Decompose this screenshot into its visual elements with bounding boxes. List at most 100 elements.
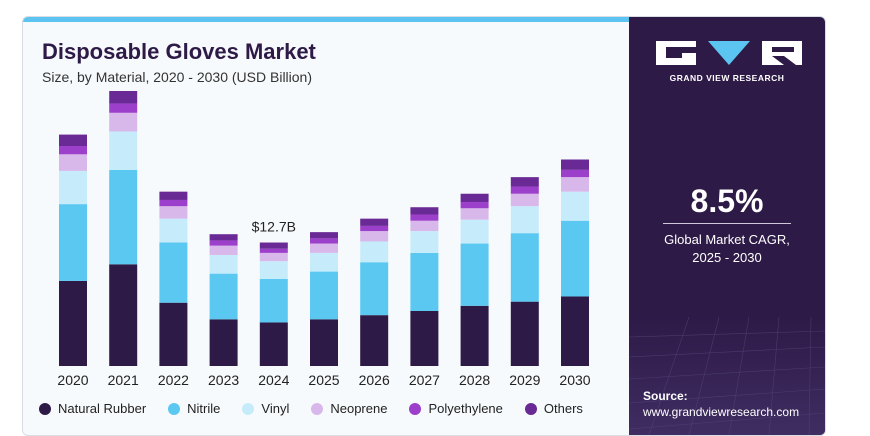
bar-segment <box>460 202 489 209</box>
bar-segment <box>259 322 288 366</box>
x-tick-label: 2029 <box>509 372 540 388</box>
bar-segment <box>59 134 87 146</box>
legend-item: Natural Rubber <box>39 401 146 416</box>
x-tick-label: 2024 <box>258 372 289 388</box>
bar-segment <box>510 177 539 187</box>
legend-swatch <box>242 402 255 415</box>
x-tick-label: 2028 <box>459 372 490 388</box>
bar-segment <box>209 273 238 320</box>
brand-logo-icon <box>656 41 802 65</box>
cagr-value: 8.5% <box>690 183 764 219</box>
x-tick-label: 2025 <box>308 372 339 388</box>
legend-swatch <box>168 402 181 415</box>
bar-segment <box>561 191 589 221</box>
bar-segment <box>360 231 389 242</box>
bar-segment <box>310 319 338 366</box>
bar-segment <box>360 225 389 232</box>
bar-segment <box>310 243 338 253</box>
bar-segment <box>259 261 288 279</box>
bar-segment <box>310 271 338 320</box>
bar-segment <box>410 220 439 232</box>
bar-segment <box>410 207 439 215</box>
x-tick-label: 2027 <box>409 372 440 388</box>
bar-segment <box>310 232 338 239</box>
bar-segment <box>561 177 589 192</box>
bar-segment <box>109 131 138 170</box>
bar-segment <box>209 319 238 366</box>
grid-pattern <box>629 316 825 435</box>
bar-segment <box>159 218 188 243</box>
bar-segment <box>561 169 589 178</box>
bar-segment <box>109 112 138 132</box>
bar-segment <box>360 241 389 263</box>
chart-card: Disposable Gloves Market Size, by Materi… <box>22 16 826 436</box>
legend-item: Polyethylene <box>409 401 503 416</box>
bar-segment <box>510 206 539 234</box>
legend-swatch <box>311 402 324 415</box>
bar-segment <box>109 103 138 113</box>
bar-segment <box>109 169 138 265</box>
bar-segment <box>410 231 439 253</box>
x-tick-label: 2023 <box>208 372 239 388</box>
x-tick-label: 2020 <box>57 372 88 388</box>
stacked-bar-chart: 2020 2021 2022 2023 2024 $12.7B 2025 2026 2027 20… <box>57 91 591 388</box>
bar-segment <box>460 208 489 220</box>
bar-segment <box>561 220 589 297</box>
cagr-label-line1: Global Market CAGR, <box>664 232 790 247</box>
bar-segment <box>360 262 389 316</box>
chart-subtitle: Size, by Material, 2020 - 2030 (USD Bill… <box>42 69 313 85</box>
bar-segment <box>259 242 288 249</box>
chart-legend: Natural Rubber Nitrile Vinyl Neoprene Polyet… <box>39 401 605 416</box>
bar-segment <box>159 206 188 219</box>
bar-segment <box>561 296 589 366</box>
legend-label: Vinyl <box>261 401 290 416</box>
bar-segment <box>561 159 589 170</box>
legend-label: Polyethylene <box>428 401 503 416</box>
bar-segment <box>360 218 389 226</box>
bar-segment <box>510 193 539 207</box>
brand-name: GRAND VIEW RESEARCH <box>669 73 785 83</box>
bar-segment <box>59 170 87 205</box>
legend-label: Others <box>543 401 583 416</box>
bar-segment <box>410 252 439 311</box>
x-tick-label: 2030 <box>559 372 590 388</box>
bar-segment <box>209 240 238 246</box>
bar-segment <box>209 254 238 274</box>
bar-segment <box>159 191 188 200</box>
x-tick-label: 2021 <box>108 372 139 388</box>
source-label: Source: <box>643 389 688 403</box>
bar-segment <box>460 219 489 244</box>
bar-segment <box>159 302 188 366</box>
legend-swatch <box>524 402 537 415</box>
bar-segment <box>59 146 87 155</box>
x-tick-label: 2026 <box>359 372 390 388</box>
legend-item: Nitrile <box>168 401 220 416</box>
bar-segment <box>209 234 238 241</box>
bar-segment <box>259 248 288 253</box>
bar-segment <box>410 311 439 366</box>
chart-title: Disposable Gloves Market <box>42 39 316 64</box>
sidebar-panel: GRAND VIEW RESEARCH 8.5% Global Market C… <box>629 17 825 435</box>
cagr-divider <box>663 223 791 224</box>
bar-segment <box>460 305 489 366</box>
legend-item: Others <box>524 401 583 416</box>
legend-label: Natural Rubber <box>58 401 147 416</box>
bar-segment <box>109 264 138 366</box>
bar-segment <box>209 245 238 255</box>
data-label: $12.7B <box>252 219 296 235</box>
bar-segment <box>59 280 87 366</box>
decorative-grid <box>629 316 825 435</box>
legend-item: Vinyl <box>242 401 289 416</box>
source-link[interactable]: www.grandviewresearch.com <box>643 405 800 419</box>
cagr-label: Global Market CAGR, 2025 - 2030 <box>629 231 825 267</box>
bar-segment <box>510 301 539 366</box>
legend-item: Neoprene <box>311 401 387 416</box>
bar-segment <box>259 278 288 323</box>
accent-bar <box>23 17 629 22</box>
bar-segment <box>460 193 489 203</box>
legend-label: Neoprene <box>330 401 388 416</box>
legend-swatch <box>39 402 51 415</box>
bar-segment <box>460 243 489 306</box>
legend-swatch <box>409 402 422 415</box>
bar-segment <box>510 233 539 302</box>
